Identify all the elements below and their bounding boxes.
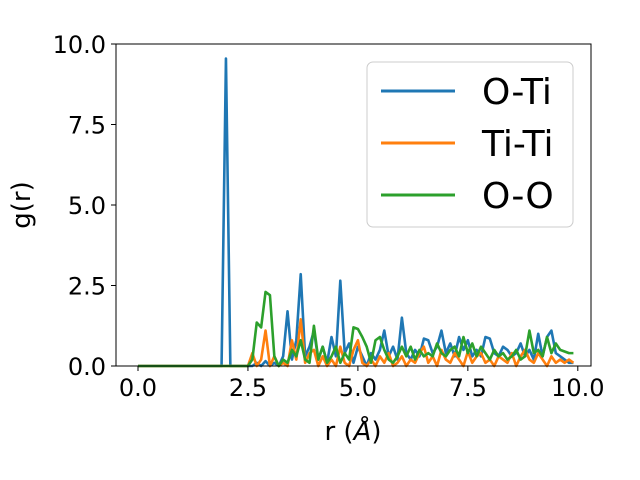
legend-label-o-o: O-O [482,176,554,217]
y-tick-label: 0.0 [68,353,106,381]
legend: O-Ti Ti-Ti O-O [366,61,574,228]
y-tick-label: 5.0 [68,192,106,220]
legend-label-o-ti: O-Ti [482,72,552,113]
series-layer [137,57,575,368]
series-line-ti-ti [137,318,575,368]
legend-box [366,61,574,228]
x-tick-label: 10.0 [551,374,604,402]
x-axis-ticks: 0.0 2.5 5.0 7.5 10.0 [119,366,605,402]
series-line-o-o [137,290,574,368]
x-tick-label: 0.0 [119,374,157,402]
y-tick-label: 2.5 [68,273,106,301]
legend-label-ti-ti: Ti-Ti [481,124,553,165]
y-axis-ticks: 0.0 2.5 5.0 7.5 10.0 [53,31,116,381]
y-axis-label: g(r) [7,181,37,228]
x-tick-label: 5.0 [339,374,377,402]
y-tick-label: 7.5 [68,112,106,140]
y-tick-label: 10.0 [53,31,106,59]
x-axis-label: r (Å) [324,415,381,447]
x-tick-label: 7.5 [449,374,487,402]
x-tick-label: 2.5 [229,374,267,402]
series-line-o-ti [137,57,574,368]
